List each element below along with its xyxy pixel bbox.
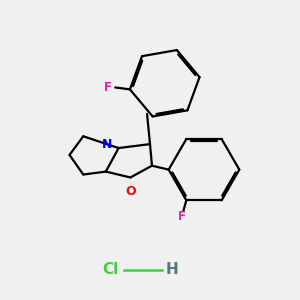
Text: F: F xyxy=(104,81,112,94)
Text: F: F xyxy=(177,210,185,224)
Text: N: N xyxy=(102,138,112,151)
Text: O: O xyxy=(125,185,136,198)
Text: H: H xyxy=(165,262,178,277)
Text: Cl: Cl xyxy=(103,262,119,277)
